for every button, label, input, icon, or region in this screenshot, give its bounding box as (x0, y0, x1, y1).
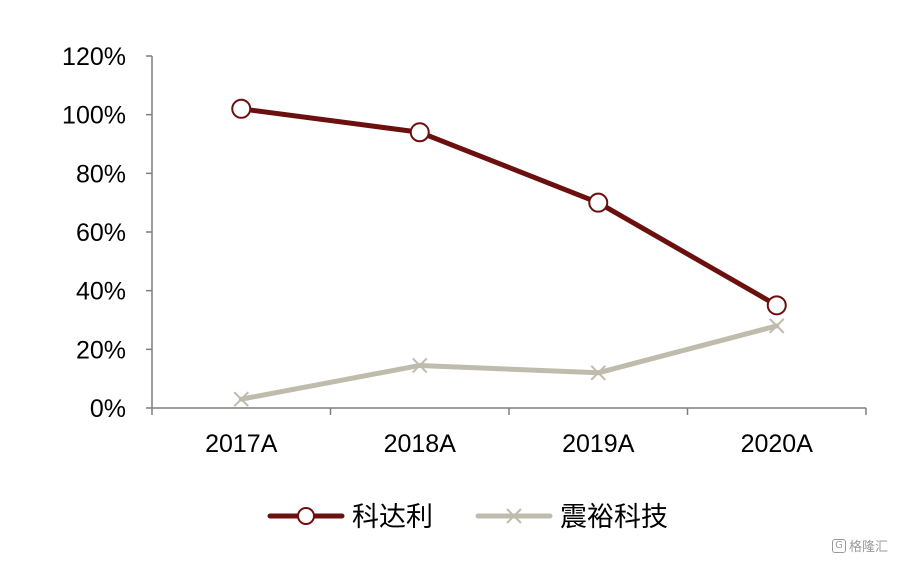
y-tick-label: 40% (76, 278, 126, 306)
legend-item: 震裕科技 (475, 502, 668, 533)
data-point-marker (412, 357, 428, 374)
data-point-marker (588, 192, 609, 213)
series-layer (231, 98, 787, 407)
x-tick-label: 2019A (562, 430, 635, 458)
data-point-marker (769, 318, 785, 334)
axes: 0% 20% 40% 60% 80% 100% 120% 2017A 2018A 2019A 202… (62, 43, 867, 458)
data-point-marker (590, 365, 606, 381)
y-tick-label: 60% (76, 219, 126, 247)
data-point-marker (409, 122, 430, 143)
x-tick-label: 2017A (205, 430, 278, 458)
data-point-marker (233, 391, 249, 407)
x-tick-label: 2020A (741, 430, 814, 458)
watermark-text: 格隆汇 (848, 540, 888, 555)
data-point-marker (766, 295, 787, 316)
data-point-marker (231, 98, 252, 119)
marker-stroke (412, 357, 428, 374)
legend-label: 震裕科技 (560, 502, 668, 533)
series-line (238, 323, 780, 402)
x-tick-label: 2018A (384, 430, 457, 458)
marker-stroke (769, 318, 785, 334)
y-tick-label: 100% (62, 102, 126, 130)
legend-swatch-marker (297, 507, 315, 525)
legend-swatch-marker (506, 508, 522, 524)
y-tick-label: 120% (62, 43, 126, 71)
y-tick-label: 0% (90, 395, 126, 423)
y-tick-label: 20% (76, 336, 126, 364)
y-tick-label: 80% (76, 160, 126, 188)
marker-stroke (233, 391, 249, 407)
watermark: G 格隆汇 (831, 536, 888, 555)
legend-label: 科达利 (352, 502, 433, 533)
legend: 科达利 震裕科技 (267, 502, 668, 533)
watermark-logo-icon: G (831, 538, 846, 553)
legend-item: 科达利 (267, 502, 433, 533)
marker-stroke (590, 365, 606, 381)
series-line (238, 106, 780, 308)
